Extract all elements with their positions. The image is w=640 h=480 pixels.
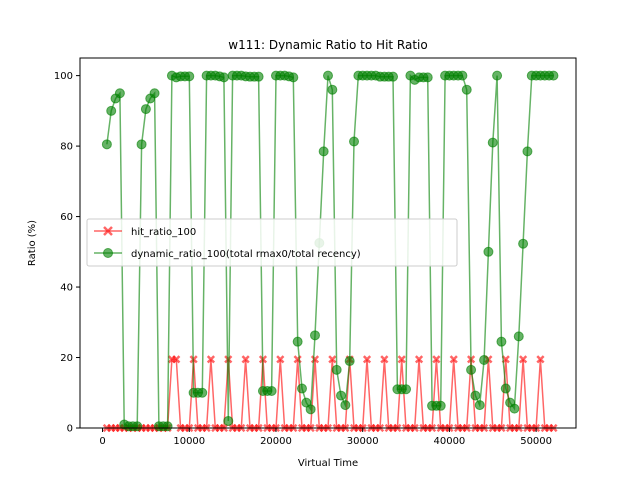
data-point [536, 355, 545, 364]
legend-label-hit-ratio: hit_ratio_100 [131, 227, 196, 238]
data-point [435, 400, 446, 411]
legend-marker-hit-ratio [103, 226, 113, 236]
data-point [422, 72, 433, 83]
x-tick-label: 10000 [173, 436, 205, 447]
legend-box [86, 218, 458, 267]
axes-frame [79, 57, 577, 429]
data-point [470, 390, 481, 401]
data-point [149, 88, 160, 99]
data-point [479, 354, 490, 365]
y-tick-label: 40 [60, 283, 73, 294]
chart-title: w111: Dynamic Ratio to Hit Ratio [228, 38, 427, 52]
data-point [496, 336, 507, 347]
y-tick-label: 60 [60, 212, 73, 223]
data-point [318, 146, 329, 157]
y-axis-label: Ratio (%) [27, 220, 38, 266]
data-point [513, 331, 524, 342]
data-point [492, 70, 503, 81]
data-point [309, 330, 320, 341]
data-point [340, 400, 351, 411]
data-point [106, 105, 117, 116]
data-point [336, 390, 347, 401]
data-point [457, 70, 468, 81]
data-point [401, 384, 412, 395]
data-point [114, 88, 125, 99]
data-point [276, 355, 285, 364]
x-tick-label: 50000 [520, 436, 552, 447]
data-point [323, 70, 333, 81]
data-point [388, 71, 399, 82]
data-point [162, 421, 173, 432]
data-point [349, 136, 360, 147]
x-tick-label: 40000 [433, 436, 465, 447]
data-point [136, 139, 147, 150]
data-point [362, 355, 372, 364]
data-point [474, 400, 485, 411]
data-point [380, 355, 389, 364]
data-point [509, 403, 520, 414]
data-point [414, 355, 424, 364]
legend-marker-dynamic-ratio [103, 248, 113, 258]
x-tick-label: 30000 [347, 436, 379, 447]
data-point [197, 387, 208, 398]
data-point [132, 421, 143, 432]
data-point [432, 355, 441, 364]
data-point [483, 246, 494, 257]
x-axis-label: Virtual Time [298, 458, 358, 469]
data-point [327, 84, 338, 95]
data-point [241, 355, 250, 364]
data-point [184, 71, 195, 82]
data-point [172, 355, 181, 364]
data-point [224, 355, 233, 364]
data-point [518, 238, 529, 249]
data-point [331, 364, 342, 375]
data-point [206, 355, 216, 364]
data-point [461, 84, 472, 95]
axis-ticks: 0 10000 20000 30000 40000 50000 0 20 40 60 80 100 [54, 71, 552, 447]
data-point [522, 146, 533, 157]
data-point [101, 139, 112, 150]
y-tick-label: 100 [54, 71, 73, 82]
data-point [266, 386, 277, 396]
y-tick-label: 20 [60, 353, 73, 364]
data-point [449, 355, 458, 364]
data-point [218, 72, 229, 83]
data-point [487, 137, 498, 148]
x-tick-label: 20000 [260, 436, 292, 447]
data-point [466, 364, 477, 375]
data-point [296, 383, 307, 394]
y-tick-label: 80 [60, 142, 73, 153]
data-point [344, 356, 355, 367]
data-point [140, 104, 151, 115]
data-point [328, 355, 337, 364]
data-point [305, 404, 316, 415]
data-point [253, 71, 264, 82]
x-tick-label: 0 [99, 436, 105, 447]
data-point [397, 355, 406, 364]
legend: hit_ratio_100 dynamic_ratio_100(total rm… [86, 218, 458, 267]
data-point [292, 336, 303, 347]
data-point [223, 415, 234, 426]
y-tick-label: 0 [67, 424, 73, 435]
data-point [500, 383, 511, 394]
data-point [519, 355, 528, 364]
legend-label-dynamic-ratio: dynamic_ratio_100(total rmax0/total rece… [131, 249, 361, 260]
data-point [548, 70, 559, 81]
data-point [288, 72, 299, 83]
